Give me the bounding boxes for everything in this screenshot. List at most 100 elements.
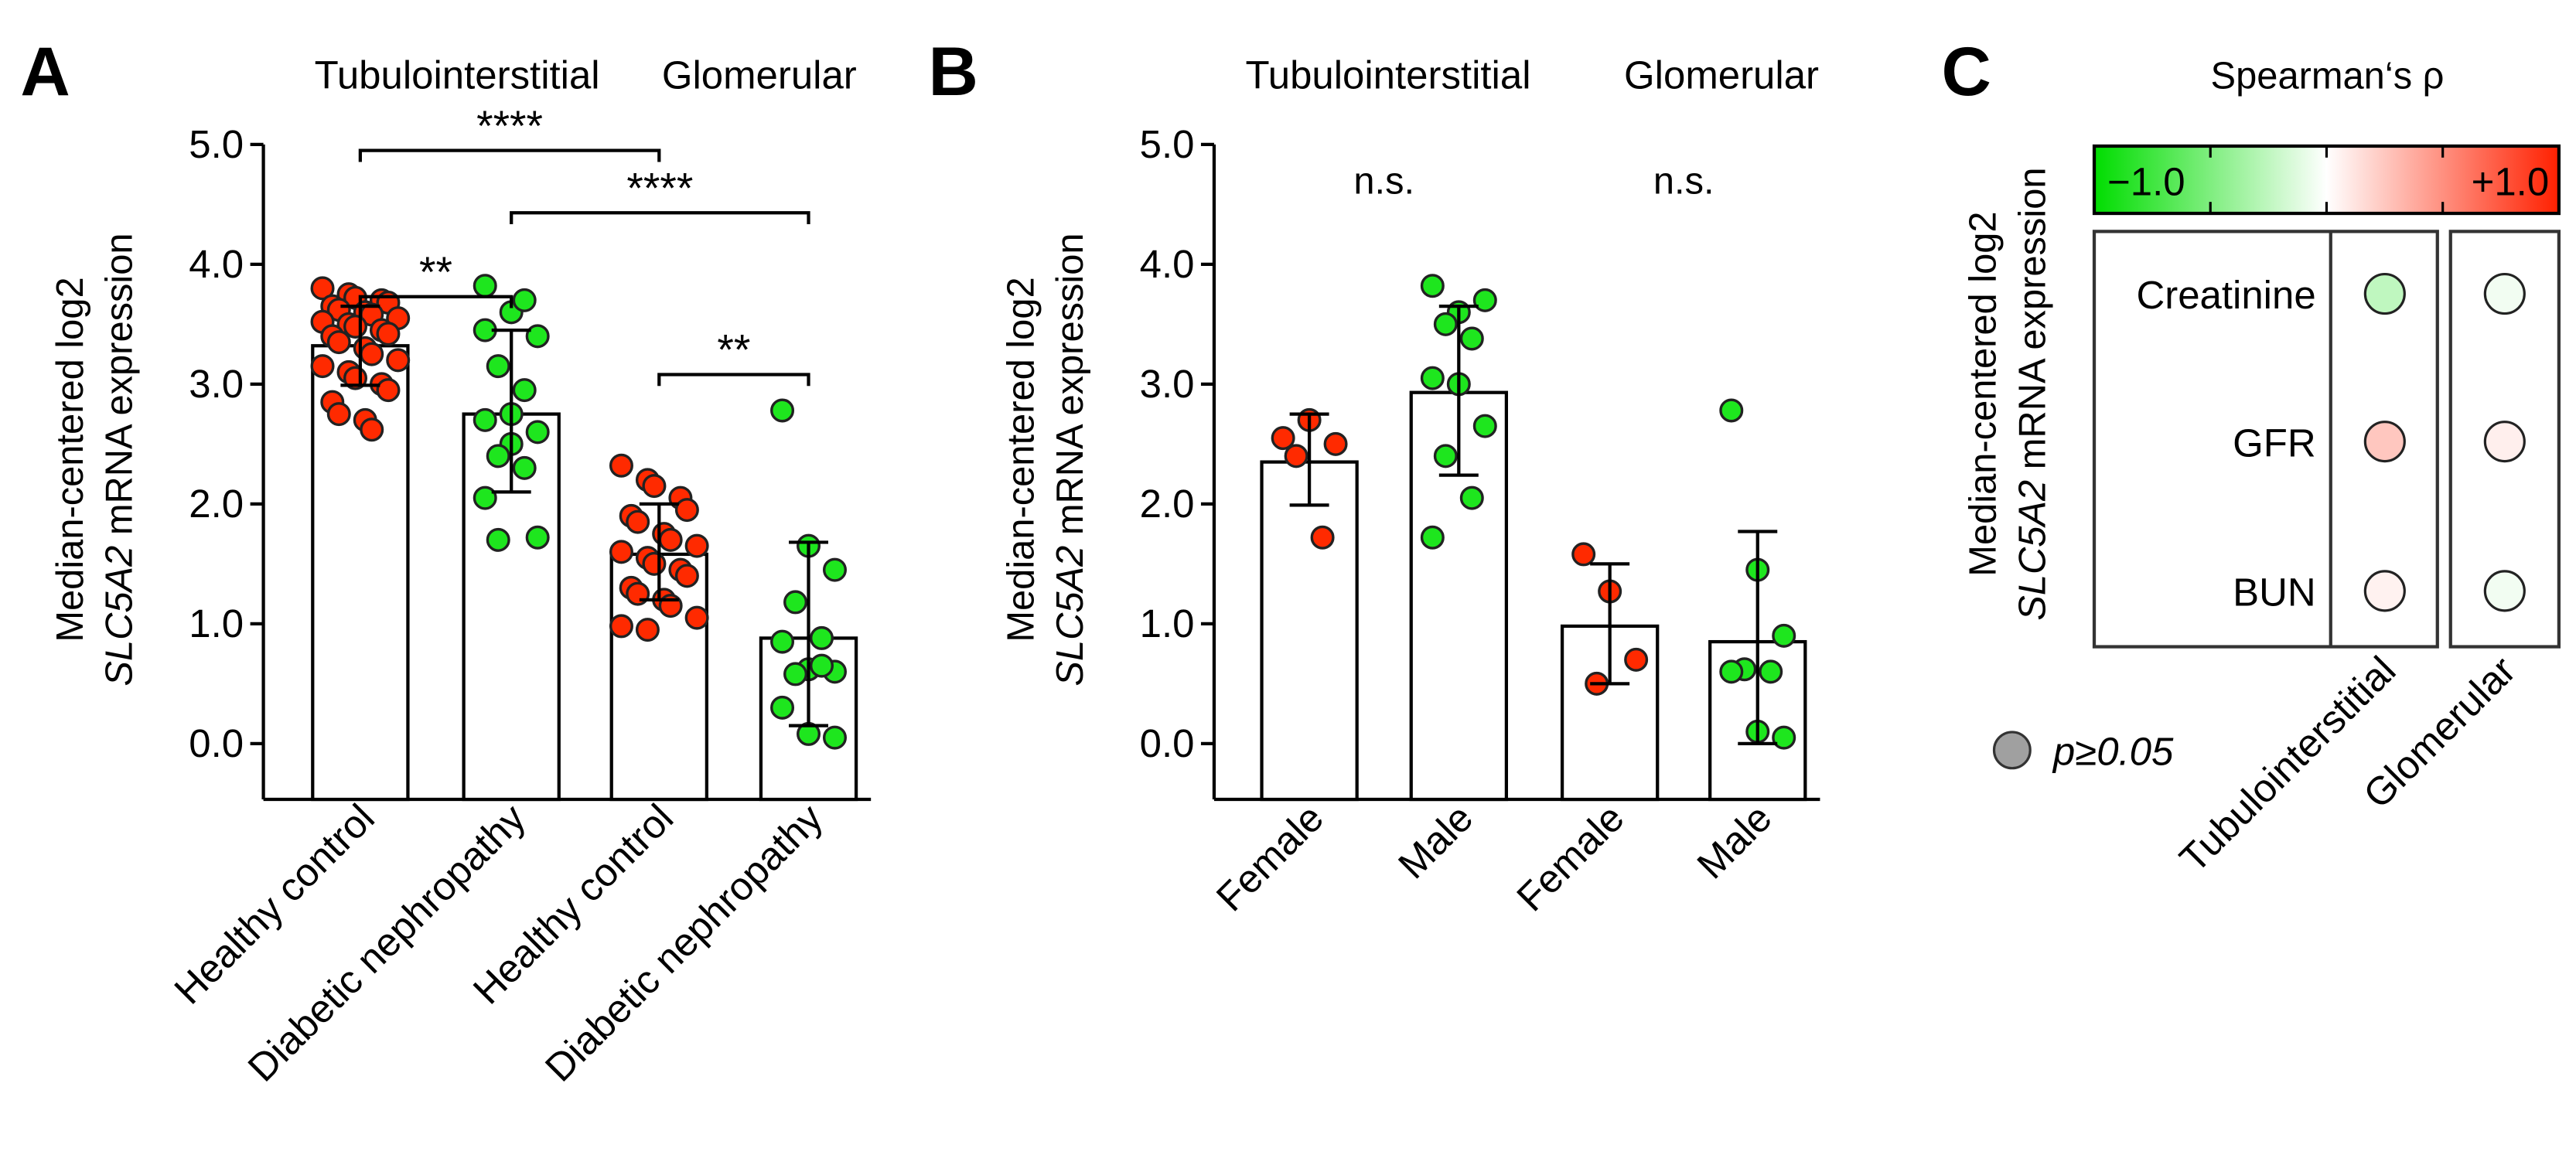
- data-point: [1624, 647, 1649, 672]
- y-label-text: Median-centered log2: [49, 277, 91, 642]
- group-title: Glomerular: [1624, 53, 1819, 97]
- data-point: [809, 625, 834, 650]
- data-point: [1719, 659, 1744, 684]
- y-tick-label: 4.0: [1140, 242, 1195, 286]
- data-point: [674, 498, 699, 523]
- data-point: [822, 557, 847, 582]
- panel-letter: B: [929, 32, 978, 110]
- heatmap-box-glom: [2448, 230, 2561, 649]
- y-tick-label: 5.0: [1140, 122, 1195, 166]
- heatmap-title: Spearman‘s ρ: [2211, 56, 2445, 97]
- panel-letter: C: [1942, 32, 1991, 110]
- y-tick-label: 1.0: [189, 601, 244, 646]
- category-label: Female: [1208, 796, 1332, 919]
- data-point: [658, 527, 683, 552]
- ns-label: n.s.: [1353, 161, 1414, 203]
- colorbar-min-label: −1.0: [2107, 160, 2185, 204]
- data-point: [1472, 288, 1497, 312]
- data-point: [1472, 414, 1497, 438]
- data-point: [1420, 366, 1445, 390]
- heatmap-row-label: Creatinine: [2136, 273, 2315, 317]
- data-point: [486, 527, 510, 552]
- data-point: [770, 398, 795, 423]
- data-point: [1420, 274, 1445, 298]
- data-point: [525, 324, 550, 349]
- data-point: [1759, 659, 1783, 684]
- panel-letter: A: [20, 32, 70, 110]
- data-point: [822, 725, 847, 750]
- data-point: [1719, 398, 1744, 423]
- y-label-line2: SLC5A2 mRNA expression: [2011, 167, 2053, 620]
- y-label-text: Median-centered log2: [1000, 277, 1042, 642]
- y-tick-label: 3.0: [189, 362, 244, 406]
- data-point: [1772, 725, 1796, 750]
- heatmap-dot: [2483, 570, 2526, 612]
- data-point: [1284, 444, 1308, 468]
- y-tick-label: 3.0: [1140, 362, 1195, 406]
- heatmap-dot: [2363, 570, 2406, 612]
- heatmap-dot: [2483, 272, 2526, 315]
- significance-bracket: [510, 211, 810, 225]
- y-tick-label: 0.0: [189, 721, 244, 765]
- significance-label: ****: [476, 102, 543, 150]
- data-point: [512, 378, 537, 403]
- significance-bracket: [657, 373, 810, 387]
- heatmap-column-label: Tubulointerstitial: [2171, 648, 2404, 881]
- data-point: [1459, 485, 1484, 510]
- data-point: [525, 420, 550, 445]
- category-label: Male: [1390, 796, 1481, 887]
- heatmap-box-tubulo: [2092, 230, 2439, 649]
- data-point: [809, 653, 834, 678]
- y-label-text: Median-centered log2: [1963, 211, 2005, 576]
- data-point: [310, 276, 335, 301]
- bar: [1260, 460, 1359, 802]
- group-title: Tubulointerstitial: [1246, 53, 1531, 97]
- data-point: [486, 444, 510, 468]
- data-point: [642, 551, 667, 576]
- data-point: [684, 605, 709, 630]
- data-point: [386, 348, 411, 373]
- data-point: [473, 485, 497, 510]
- data-point: [486, 354, 510, 379]
- data-point: [626, 509, 650, 534]
- significance-label: **: [419, 248, 452, 296]
- category-label: Diabetic nephropathy: [537, 796, 831, 1090]
- y-label-rest: mRNA expression: [2011, 167, 2053, 479]
- y-axis-label: Median-centered log2 SLC5A2 mRNA expressi…: [49, 233, 141, 686]
- data-point: [642, 474, 667, 499]
- data-point: [376, 322, 401, 346]
- data-point: [1772, 623, 1796, 648]
- data-point: [609, 540, 633, 564]
- data-point: [783, 590, 808, 615]
- data-point: [609, 614, 633, 639]
- data-point: [473, 274, 497, 298]
- significance-bracket: [358, 148, 661, 162]
- data-point: [1459, 326, 1484, 351]
- colorbar-max-label: +1.0: [2472, 160, 2550, 204]
- gene-name: SLC5A2: [99, 546, 141, 687]
- data-point: [1271, 426, 1295, 451]
- data-point: [770, 695, 795, 720]
- data-point: [512, 455, 537, 480]
- y-label-line2: SLC5A2 mRNA expression: [1049, 233, 1091, 686]
- heatmap-dot: [2363, 421, 2406, 463]
- data-point: [1571, 542, 1596, 567]
- data-point: [360, 342, 384, 366]
- ns-label: n.s.: [1653, 161, 1714, 203]
- data-point: [1420, 525, 1445, 550]
- y-axis-label: Median-centered log2 SLC5A2 mRNA expressi…: [1963, 167, 2054, 620]
- data-point: [1323, 431, 1348, 456]
- category-label: Female: [1508, 796, 1632, 919]
- y-tick-label: 0.0: [1140, 721, 1195, 765]
- legend-label: p≥0.05: [2052, 729, 2174, 773]
- heatmap-dot: [2363, 272, 2406, 315]
- heatmap-dot: [2483, 421, 2526, 463]
- y-label-line2: SLC5A2 mRNA expression: [99, 233, 141, 686]
- data-point: [326, 402, 351, 427]
- group-title: Glomerular: [662, 53, 857, 97]
- gene-name: SLC5A2: [1049, 546, 1091, 687]
- y-label-line1: Median-centered log2: [1000, 277, 1042, 642]
- y-tick-label: 2.0: [189, 482, 244, 526]
- gene-name: SLC5A2: [2011, 480, 2053, 621]
- y-label-rest: mRNA expression: [99, 233, 141, 545]
